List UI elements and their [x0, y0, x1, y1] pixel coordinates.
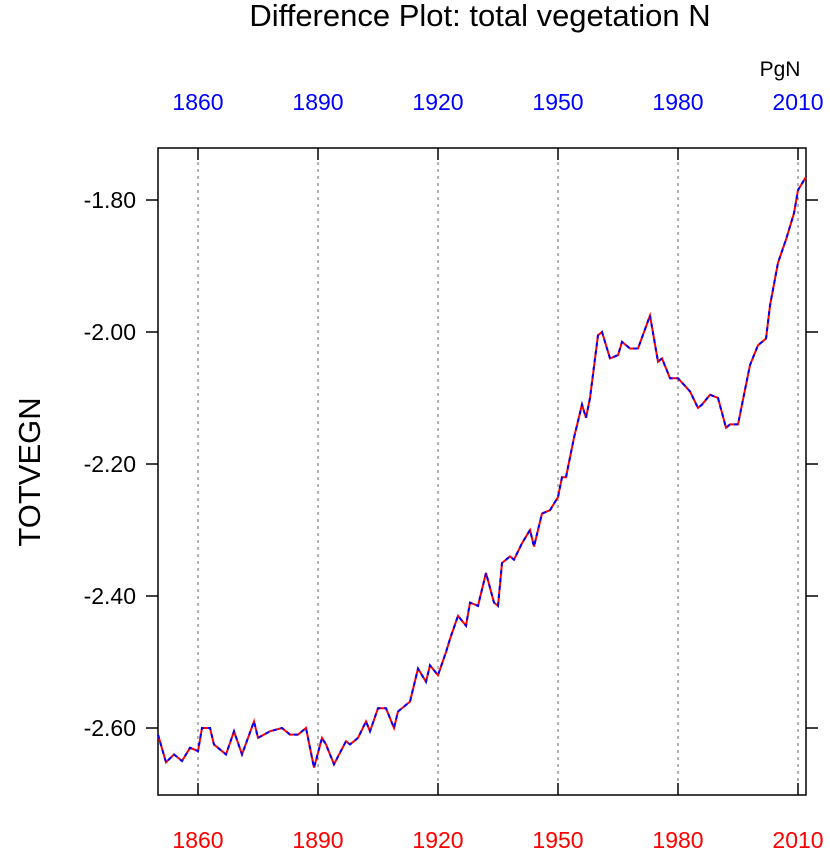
- y-tick-label: -2.20: [84, 451, 136, 477]
- y-tick-label: -2.00: [84, 319, 136, 345]
- x-tick-label-top: 1950: [532, 89, 583, 115]
- x-tick-label: 1890: [292, 827, 343, 853]
- series-line: [157, 176, 807, 768]
- x-tick-label-top: 1860: [172, 89, 223, 115]
- series-line: [157, 176, 807, 768]
- y-axis-label: TOTVEGN: [12, 397, 47, 546]
- x-tick-label: 1920: [412, 827, 463, 853]
- y-tick-label: -2.40: [84, 583, 136, 609]
- x-tick-label-top: 1980: [652, 89, 703, 115]
- x-tick-label-top: 1920: [412, 89, 463, 115]
- x-tick-label: 2010: [772, 827, 823, 853]
- x-tick-label: 1860: [172, 827, 223, 853]
- units-label: PgN: [760, 58, 801, 81]
- plot-frame: [157, 147, 807, 796]
- x-tick-label: 1980: [652, 827, 703, 853]
- chart-title: Difference Plot: total vegetation N: [249, 0, 710, 33]
- x-tick-label-top: 2010: [772, 89, 823, 115]
- x-tick-label: 1950: [532, 827, 583, 853]
- y-tick-label: -1.80: [84, 187, 136, 213]
- y-tick-label: -2.60: [84, 715, 136, 741]
- x-tick-label-top: 1890: [292, 89, 343, 115]
